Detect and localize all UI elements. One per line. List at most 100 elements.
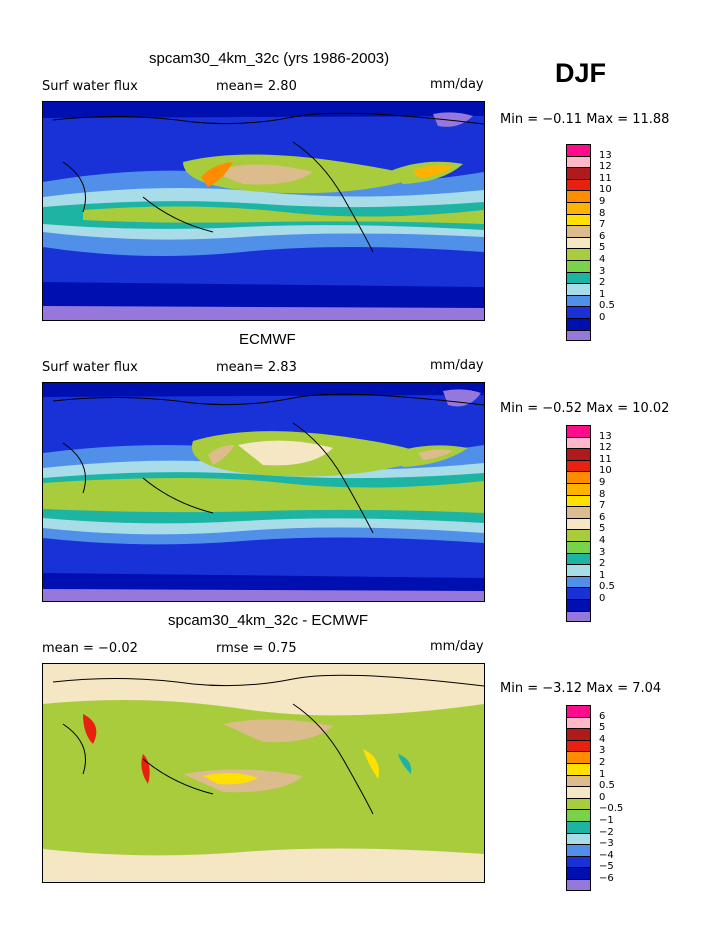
colorbar-swatch [566, 459, 591, 472]
colorbar-swatch [566, 436, 591, 449]
colorbar-swatch [566, 306, 591, 318]
colorbar-swatch [566, 610, 591, 623]
colorbar-tick-label: −4 [599, 849, 614, 861]
panel-2-map [42, 382, 485, 602]
colorbar-tick-label: 4 [599, 535, 606, 546]
colorbar-swatch [566, 201, 591, 214]
colorbar-tick-label: 13 [599, 149, 612, 161]
colorbar-tick-label: 6 [599, 230, 606, 242]
colorbar-swatch [566, 213, 591, 226]
colorbar-tick-label: 12 [599, 442, 612, 454]
colorbar-tick-label: 7 [599, 500, 606, 512]
colorbar-tick-label: −0.5 [599, 803, 624, 815]
colorbar-tick-label: 12 [599, 161, 612, 173]
colorbar-swatch [566, 598, 591, 611]
colorbar-tick-label: 6 [599, 710, 606, 722]
panel-1-unit-label: mm/day [430, 77, 484, 92]
colorbar-swatch [566, 751, 591, 763]
colorbar-swatch [566, 178, 591, 191]
colorbar-tick-label: −2 [599, 826, 614, 838]
colorbar-tick-label: 10 [599, 184, 612, 196]
colorbar-swatch [566, 225, 591, 237]
colorbar-swatch [566, 259, 591, 272]
colorbar-tick-label: 7 [599, 219, 606, 231]
colorbar-tick-label: 0.5 [599, 780, 615, 792]
colorbar-swatch [566, 774, 591, 787]
panel-2-colorbar [566, 425, 591, 623]
colorbar-swatch [566, 797, 591, 810]
colorbar-swatch [566, 329, 591, 342]
colorbar-swatch [566, 144, 591, 156]
colorbar-tick-label: 8 [599, 488, 606, 500]
colorbar-tick-label: 1 [599, 569, 606, 581]
panel-3-rmse-label: rmse = 0.75 [216, 641, 297, 656]
colorbar-tick-label: 9 [599, 477, 606, 488]
colorbar-tick-label: −3 [599, 838, 614, 850]
colorbar-tick-label: −6 [599, 873, 614, 884]
colorbar-swatch [566, 517, 591, 530]
colorbar-tick-label: 0.5 [599, 300, 615, 312]
colorbar-tick-label: 4 [599, 254, 606, 265]
colorbar-swatch [566, 294, 591, 307]
panel-1-mean-label: mean= 2.80 [216, 79, 297, 94]
colorbar-swatch [566, 317, 591, 330]
colorbar-tick-label: −5 [599, 861, 614, 873]
panel-1-colorbar [566, 144, 591, 342]
colorbar-swatch [566, 705, 591, 717]
colorbar-swatch [566, 762, 591, 775]
panel-2-title: ECMWF [239, 331, 296, 348]
panel-3-title: spcam30_4km_32c - ECMWF [168, 612, 369, 629]
colorbar-swatch [566, 529, 591, 541]
colorbar-tick-label: 5 [599, 722, 606, 734]
panel-2-variable-label: Surf water flux [42, 360, 138, 375]
colorbar-swatch [566, 878, 591, 891]
colorbar-tick-label: 3 [599, 265, 606, 277]
panel-3-colorbar [566, 705, 591, 891]
colorbar-swatch [566, 728, 591, 740]
colorbar-tick-label: 13 [599, 430, 612, 442]
panel-2-mean-label: mean= 2.83 [216, 360, 297, 375]
colorbar-tick-label: 11 [599, 172, 612, 184]
colorbar-tick-label: 0 [599, 791, 606, 803]
panel-2-min-max: Min = −0.52 Max = 10.02 [500, 401, 670, 416]
colorbar-swatch [566, 471, 591, 483]
panel-1-title: spcam30_4km_32c (yrs 1986-2003) [149, 50, 390, 67]
colorbar-tick-label: 5 [599, 242, 606, 254]
colorbar-tick-label: 0 [599, 593, 606, 604]
colorbar-swatch [566, 564, 591, 576]
colorbar-swatch [566, 809, 591, 821]
colorbar-tick-label: 4 [599, 733, 606, 745]
colorbar-tick-label: 6 [599, 511, 606, 523]
colorbar-tick-label: 2 [599, 277, 606, 289]
colorbar-tick-label: 10 [599, 465, 612, 477]
season-label: DJF [555, 58, 607, 88]
colorbar-swatch [566, 283, 591, 295]
colorbar-swatch [566, 271, 591, 284]
colorbar-tick-label: 3 [599, 745, 606, 757]
panel-2-unit-label: mm/day [430, 358, 484, 373]
colorbar-swatch [566, 506, 591, 518]
colorbar-swatch [566, 155, 591, 168]
colorbar-swatch [566, 494, 591, 507]
colorbar-swatch [566, 844, 591, 856]
colorbar-tick-label: 1 [599, 768, 606, 780]
colorbar-tick-label: 2 [599, 757, 606, 768]
colorbar-tick-label: 5 [599, 523, 606, 535]
colorbar-tick-label: 11 [599, 453, 612, 465]
panel-3-unit-label: mm/day [430, 639, 484, 654]
colorbar-tick-label: −1 [599, 815, 614, 826]
colorbar-tick-label: 2 [599, 558, 606, 570]
colorbar-swatch [566, 832, 591, 845]
panel-3-mean-label: mean = −0.02 [42, 641, 138, 656]
colorbar-swatch [566, 587, 591, 599]
colorbar-swatch [566, 236, 591, 249]
colorbar-swatch [566, 482, 591, 495]
colorbar-swatch [566, 448, 591, 460]
colorbar-swatch [566, 716, 591, 729]
panel-3-min-max: Min = −3.12 Max = 7.04 [500, 681, 662, 696]
colorbar-swatch [566, 867, 591, 879]
panel-1-min-max: Min = −0.11 Max = 11.88 [500, 112, 670, 127]
colorbar-tick-label: 0 [599, 312, 606, 323]
colorbar-tick-label: 9 [599, 196, 606, 207]
colorbar-tick-label: 0.5 [599, 581, 615, 593]
